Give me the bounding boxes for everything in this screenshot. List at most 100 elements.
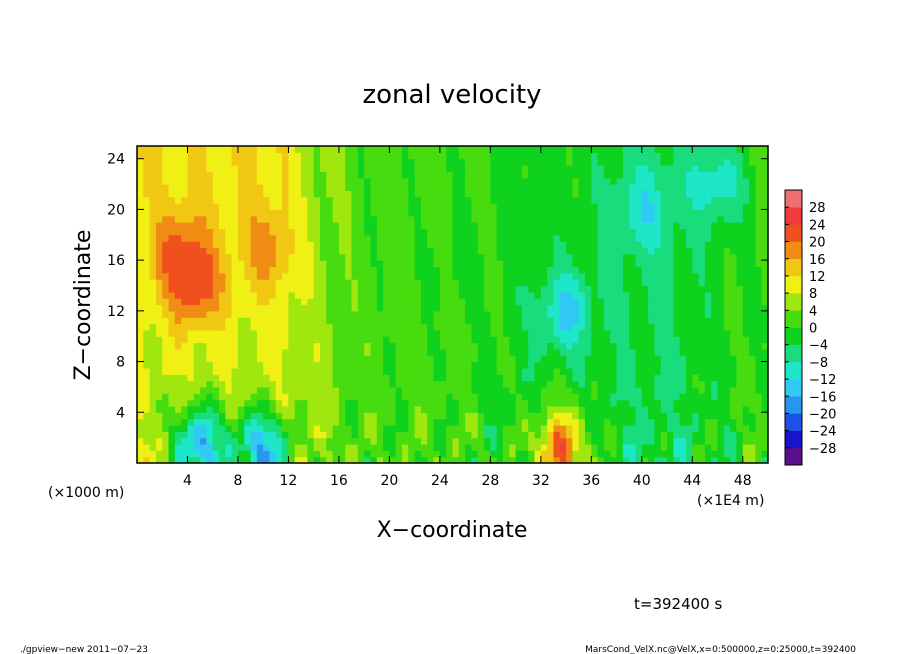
heatmap-cell (244, 443, 252, 451)
heatmap-cell (528, 177, 536, 185)
heatmap-cell (484, 260, 491, 268)
heatmap-cell (685, 279, 693, 287)
heatmap-cell (427, 209, 435, 217)
heatmap-cell (181, 247, 189, 255)
heatmap-cell (256, 386, 264, 394)
heatmap-cell (685, 450, 693, 458)
heatmap-cell (269, 393, 277, 401)
heatmap-cell (502, 443, 510, 451)
heatmap-cell (742, 456, 750, 463)
heatmap-cell (162, 424, 170, 432)
heatmap-cell (603, 184, 611, 191)
heatmap-cell (351, 399, 359, 407)
heatmap-cell (376, 342, 384, 350)
heatmap-cell (484, 253, 491, 261)
heatmap-cell (219, 222, 226, 230)
heatmap-cell (490, 418, 498, 426)
heatmap-cell (597, 342, 605, 350)
heatmap-cell (591, 171, 599, 179)
heatmap-cell (319, 405, 327, 413)
heatmap-cell (402, 437, 409, 445)
heatmap-cell (578, 361, 586, 369)
heatmap-cell (610, 260, 618, 268)
heatmap-cell (332, 367, 340, 375)
heatmap-cell (629, 323, 637, 331)
heatmap-cell (326, 165, 334, 172)
heatmap-cell (351, 405, 359, 413)
heatmap-cell (490, 228, 498, 236)
heatmap-cell (370, 247, 378, 255)
heatmap-cell (370, 450, 378, 458)
heatmap-cell (749, 253, 756, 261)
heatmap-cell (673, 298, 681, 306)
heatmap-cell (383, 209, 390, 217)
heatmap-cell (591, 386, 599, 394)
heatmap-cell (648, 310, 656, 318)
heatmap-cell (578, 323, 586, 331)
heatmap-cell (174, 298, 182, 306)
heatmap-cell (212, 209, 220, 217)
heatmap-cell (528, 412, 536, 420)
heatmap-cell (376, 190, 384, 198)
heatmap-cell (484, 431, 491, 439)
heatmap-cell (181, 184, 189, 191)
heatmap-cell (326, 456, 334, 463)
heatmap-cell (193, 291, 201, 299)
heatmap-cell (685, 165, 693, 172)
heatmap-cell (730, 329, 738, 337)
heatmap-cell (357, 405, 365, 413)
heatmap-cell (679, 380, 687, 388)
heatmap-cell (332, 298, 340, 306)
heatmap-cell (237, 323, 245, 331)
heatmap-cell (395, 412, 403, 420)
heatmap-cell (704, 253, 712, 261)
heatmap-cell (755, 336, 763, 344)
heatmap-cell (490, 443, 498, 451)
heatmap-cell (711, 196, 719, 204)
heatmap-cell (477, 450, 485, 458)
heatmap-cell (389, 291, 397, 299)
heatmap-cell (137, 158, 144, 166)
heatmap-cell (137, 304, 144, 312)
heatmap-cell (711, 190, 719, 198)
heatmap-cell (566, 304, 573, 312)
heatmap-cell (364, 291, 372, 299)
heatmap-cell (755, 203, 763, 210)
heatmap-cell (534, 241, 542, 249)
heatmap-cell (256, 146, 264, 153)
heatmap-cell (326, 336, 334, 344)
heatmap-cell (490, 285, 498, 293)
heatmap-cell (711, 361, 719, 369)
heatmap-cell (717, 209, 725, 217)
heatmap-cell (477, 272, 485, 280)
heatmap-cell (395, 190, 403, 198)
heatmap-cell (326, 361, 334, 369)
heatmap-cell (326, 279, 334, 287)
heatmap-cell (667, 386, 674, 394)
heatmap-cell (395, 443, 403, 451)
heatmap-cell (572, 146, 580, 153)
heatmap-cell (237, 253, 245, 261)
heatmap-cell (376, 171, 384, 179)
heatmap-cell (452, 399, 460, 407)
heatmap-cell (761, 266, 768, 274)
heatmap-cell (149, 228, 157, 236)
heatmap-cell (383, 323, 390, 331)
heatmap-cell (490, 272, 498, 280)
heatmap-cell (667, 291, 674, 299)
heatmap-cell (711, 285, 719, 293)
heatmap-cell (231, 424, 239, 432)
heatmap-cell (704, 222, 712, 230)
heatmap-cell (313, 424, 321, 432)
heatmap-cell (187, 152, 195, 160)
heatmap-cell (553, 329, 561, 337)
heatmap-cell (692, 437, 700, 445)
heatmap-cell (439, 405, 447, 413)
heatmap-cell (383, 393, 390, 401)
heatmap-cell (597, 222, 605, 230)
heatmap-cell (256, 298, 264, 306)
heatmap-cell (534, 146, 542, 153)
heatmap-cell (490, 361, 498, 369)
heatmap-cell (597, 443, 605, 451)
heatmap-cell (597, 450, 605, 458)
